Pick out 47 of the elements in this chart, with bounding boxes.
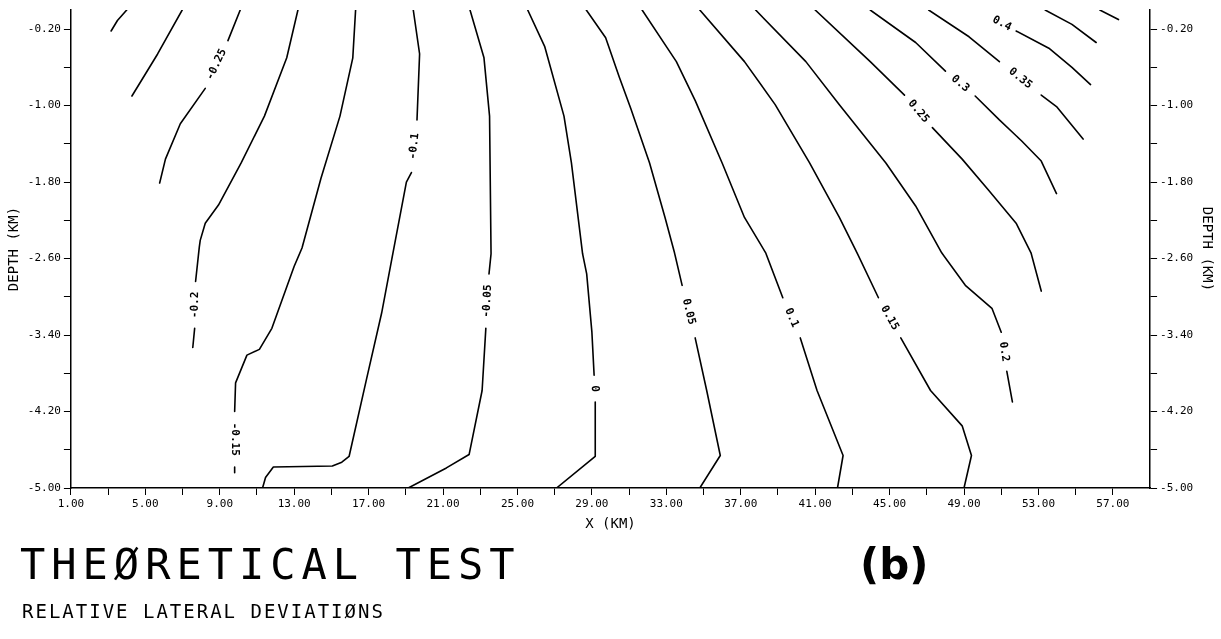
- y2-tick-label: -0.20: [1160, 21, 1194, 35]
- text: 0.2: [996, 340, 1013, 363]
- text: 0.1: [782, 305, 803, 330]
- x-tick-label: 49.00: [947, 497, 981, 511]
- text: THEØRETICAL TEST: [20, 540, 521, 589]
- y-tick-label: -1.80: [27, 174, 61, 188]
- x-tick-label: 29.00: [575, 497, 609, 511]
- text: 0.05: [679, 297, 699, 326]
- y2-tick-label: -1.80: [1160, 174, 1194, 188]
- x-tick-label: 17.00: [352, 497, 386, 511]
- y2-tick-label: -5.00: [1160, 480, 1194, 494]
- x-tick-label: 41.00: [798, 497, 832, 511]
- text: RELATIVE LATERAL DEVIATIØNS: [22, 600, 385, 622]
- text: -0.2: [187, 291, 202, 319]
- x-tick-label: 33.00: [649, 497, 683, 511]
- y-tick-label: -2.60: [27, 251, 61, 265]
- x-tick-label: 53.00: [1021, 497, 1056, 511]
- x-tick-label: 13.00: [277, 497, 311, 511]
- text: -0.05: [479, 284, 495, 318]
- y-tick-label: -5.00: [27, 480, 61, 494]
- x-axis-title: X (KM): [585, 515, 636, 532]
- x-tick-label: 37.00: [724, 497, 758, 511]
- text: -0.1: [405, 131, 422, 161]
- y2-tick-label: -4.20: [1160, 404, 1194, 418]
- y2-tick-label: -1.00: [1160, 98, 1194, 112]
- text: 0: [588, 384, 602, 393]
- y2-axis-title: DEPTH (KM): [1199, 206, 1216, 292]
- y-axis-title: DEPTH (KM): [5, 206, 22, 292]
- x-tick-label: 5.00: [132, 497, 159, 511]
- y-tick-label: -1.00: [27, 98, 61, 112]
- x-tick-label: 45.00: [873, 497, 907, 511]
- x-tick-label: 21.00: [426, 497, 460, 511]
- text: -0.15: [228, 422, 242, 456]
- x-tick-label: 25.00: [500, 497, 535, 511]
- y-tick-label: -4.20: [27, 404, 61, 418]
- x-tick-label: 57.00: [1096, 497, 1130, 511]
- y2-tick-label: -3.40: [1160, 327, 1194, 341]
- text: 0.4: [990, 12, 1015, 34]
- y-tick-label: -3.40: [27, 327, 61, 341]
- y-tick-label: -0.20: [27, 21, 61, 35]
- x-tick-label: 1.00: [57, 497, 85, 511]
- text: 0.15: [878, 302, 903, 333]
- text: (b): [860, 540, 929, 589]
- x-tick-label: 9.00: [206, 497, 234, 511]
- text: 0.3: [948, 71, 973, 95]
- text: -0.25: [203, 46, 229, 82]
- y2-tick-label: -2.60: [1160, 251, 1194, 265]
